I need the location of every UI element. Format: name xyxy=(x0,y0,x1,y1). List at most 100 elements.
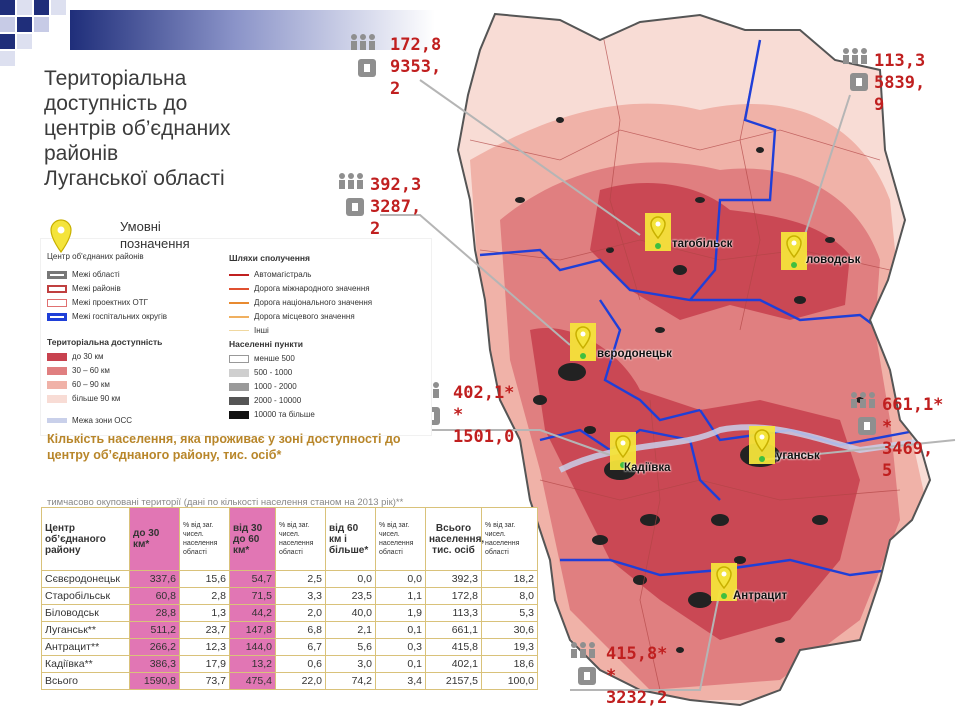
table-cell-value: 23,5 xyxy=(325,587,376,605)
oblast-border xyxy=(456,12,932,707)
city-label-antratsyt: Антрацит xyxy=(733,590,788,602)
header-pct-60: % від заг. чисел. населення області xyxy=(275,507,326,571)
table-cell-value: 18,2 xyxy=(481,570,538,588)
table-cell-value: 23,7 xyxy=(179,621,230,639)
callout-antratsyt: 415,8* * 3232,2 xyxy=(606,644,668,708)
people-hospital-icon xyxy=(843,48,868,91)
table-cell-value: 100,0 xyxy=(481,672,538,690)
legend-pin-icon xyxy=(50,219,72,253)
table-cell-value: 15,6 xyxy=(179,570,230,588)
legend-access-90: 60 – 90 км xyxy=(72,380,110,389)
table-cell-value: 6,7 xyxy=(275,638,326,656)
pin-bilovodsk xyxy=(781,232,807,270)
callout-luhansk: 661,1* * 3469, 5 xyxy=(882,395,944,481)
city-label-kadiivka: Кадіївка xyxy=(624,462,671,474)
table-cell-value: 44,2 xyxy=(229,604,276,622)
table-cell-value: 8,0 xyxy=(481,587,538,605)
legend-settlement-500: менше 500 xyxy=(254,354,295,363)
table-cell-value: 0,0 xyxy=(325,570,376,588)
table-cell-value: 337,6 xyxy=(129,570,180,588)
table-cell-value: 5,3 xyxy=(481,604,538,622)
pin-luhansk xyxy=(749,426,775,464)
table-cell-value: 2157,5 xyxy=(425,672,482,690)
table-cell-value: 0,1 xyxy=(375,621,426,639)
table-cell-value: 661,1 xyxy=(425,621,482,639)
header-pct-60plus: % від заг. чисел. населення області xyxy=(375,507,426,571)
table-cell-value: 22,0 xyxy=(275,672,326,690)
legend-boundary-hospital: Межі госпітальних округів xyxy=(72,312,167,321)
people-hospital-icon xyxy=(339,173,364,216)
map-legend: Центр об'єднаних районів Межі області Ме… xyxy=(40,238,432,436)
table-row: Сєвєродонецьк 337,6 15,6 54,7 2,5 0,0 0,0 392,3… xyxy=(41,570,538,588)
legend-road-highway: Автомагістраль xyxy=(254,270,312,279)
table-cell-value: 0,3 xyxy=(375,638,426,656)
population-table: Центр об’єднаного району до 30 км* % від… xyxy=(41,507,538,690)
legend-roads-title: Шляхи сполучення xyxy=(229,253,310,263)
city-label-luhansk: уганськ xyxy=(776,450,820,462)
table-cell-value: 415,8 xyxy=(425,638,482,656)
header-total: Всього населення, тис. осіб xyxy=(425,507,484,571)
callout-kadiivka: 402,1* * 1501,0 xyxy=(453,383,515,447)
table-cell-center: Біловодськ xyxy=(41,604,130,622)
legend-settlement-1000: 500 - 1000 xyxy=(254,368,293,377)
table-cell-value: 1,9 xyxy=(375,604,426,622)
table-cell-value: 60,8 xyxy=(129,587,180,605)
table-cell-value: 266,2 xyxy=(129,638,180,656)
legend-settlement-10000-plus: 10000 та більше xyxy=(254,410,315,419)
legend-access-title: Територіальна доступність xyxy=(47,337,163,347)
header-30-60km: від 30 до 60 км* xyxy=(229,507,276,571)
header-60plus: від 60 км і більше* xyxy=(325,507,376,571)
table-header-row: Центр об’єднаного району до 30 км* % від… xyxy=(41,507,538,571)
legend-road-other: Інші xyxy=(254,326,269,335)
callout-sievierodonetsk: 392,3 3287, 2 xyxy=(370,175,422,239)
table-cell-value: 5,6 xyxy=(325,638,376,656)
legend-access-far: більше 90 км xyxy=(72,394,121,403)
table-cell-value: 0,1 xyxy=(375,655,426,673)
pin-sievierodonetsk xyxy=(570,323,596,361)
callout-starobilsk: 172,8 9353, 2 xyxy=(390,35,442,99)
callout-bilovodsk: 113,3 5839, 9 xyxy=(874,51,926,115)
table-cell-value: 113,3 xyxy=(425,604,482,622)
table-cell-value: 6,8 xyxy=(275,621,326,639)
table-cell-value: 18,6 xyxy=(481,655,538,673)
table-cell-value: 1,3 xyxy=(179,604,230,622)
table-cell-value: 1590,8 xyxy=(129,672,180,690)
legend-road-national: Дорога національного значення xyxy=(254,298,373,307)
table-cell-value: 0,0 xyxy=(375,570,426,588)
table-cell-center: Сєвєродонецьк xyxy=(41,570,130,588)
table-row: Біловодськ 28,8 1,3 44,2 2,0 40,0 1,9 113,3 5,3 xyxy=(41,604,538,622)
table-cell-value: 2,8 xyxy=(179,587,230,605)
table-cell-value: 1,1 xyxy=(375,587,426,605)
table-cell-value: 74,2 xyxy=(325,672,376,690)
table-cell-value: 511,2 xyxy=(129,621,180,639)
legend-road-local: Дорога місцевого значення xyxy=(254,312,355,321)
table-cell-center: Кадіївка** xyxy=(41,655,130,673)
table-cell-center: Всього xyxy=(41,672,130,690)
legend-settlement-10000: 2000 - 10000 xyxy=(254,396,302,405)
header-center: Центр об’єднаного району xyxy=(41,507,130,571)
table-cell-value: 3,0 xyxy=(325,655,376,673)
table-row: Старобільськ 60,8 2,8 71,5 3,3 23,5 1,1 172,8 8,… xyxy=(41,587,538,605)
people-hospital-icon xyxy=(571,642,596,685)
table-cell-center: Антрацит** xyxy=(41,638,130,656)
table-cell-value: 17,9 xyxy=(179,655,230,673)
table-caption: Кількість населення, яка проживає у зоні… xyxy=(47,432,401,462)
people-hospital-icon xyxy=(351,34,376,77)
table-cell-value: 71,5 xyxy=(229,587,276,605)
table-cell-value: 2,1 xyxy=(325,621,376,639)
table-cell-value: 19,3 xyxy=(481,638,538,656)
table-cell-value: 30,6 xyxy=(481,621,538,639)
table-cell-center: Луганськ** xyxy=(41,621,130,639)
table-cell-value: 2,5 xyxy=(275,570,326,588)
legend-settlement-2000: 1000 - 2000 xyxy=(254,382,297,391)
header-30km: до 30 км* xyxy=(129,507,180,571)
header-pct-total: % від заг. чисел. населення області xyxy=(481,507,538,571)
table-cell-value: 3,3 xyxy=(275,587,326,605)
table-cell-value: 12,3 xyxy=(179,638,230,656)
table-cell-value: 172,8 xyxy=(425,587,482,605)
table-cell-value: 2,0 xyxy=(275,604,326,622)
city-label-sievierodonetsk: вєродонецьк xyxy=(597,348,672,360)
table-cell-value: 54,7 xyxy=(229,570,276,588)
oblast-map xyxy=(380,12,956,707)
table-cell-value: 392,3 xyxy=(425,570,482,588)
